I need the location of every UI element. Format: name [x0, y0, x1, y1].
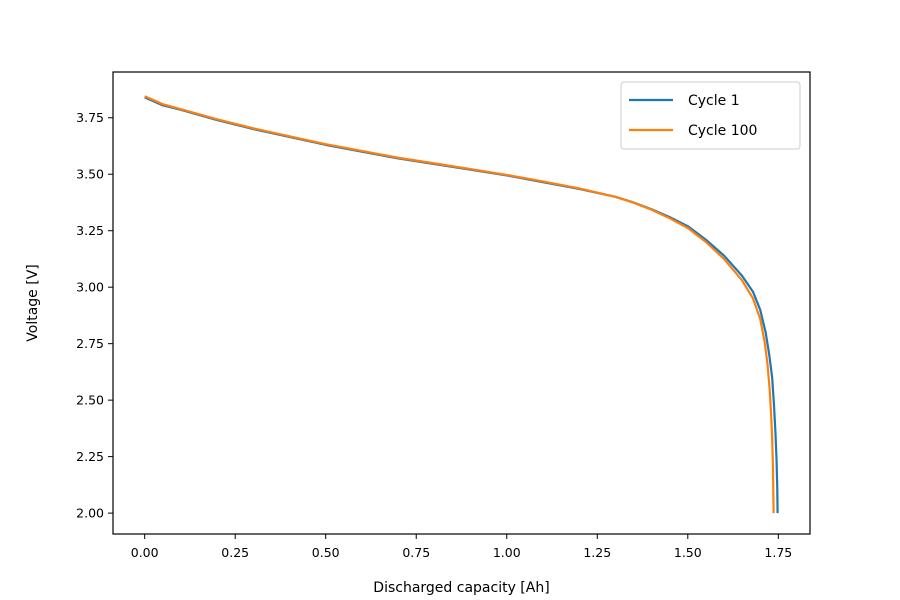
y-tick-label: 3.00 [76, 280, 104, 295]
x-tick-label: 1.25 [583, 545, 611, 560]
series-line-2 [144, 95, 775, 514]
series-line-1 [144, 96, 779, 514]
y-tick-label: 3.75 [76, 110, 104, 125]
plot-frame [112, 71, 811, 535]
x-tick-label: 1.00 [493, 545, 521, 560]
legend-label: Cycle 1 [688, 93, 740, 109]
y-tick-label: 2.00 [76, 506, 104, 521]
legend: Cycle 1 Cycle 100 [620, 81, 801, 150]
legend-label: Cycle 100 [688, 123, 757, 139]
x-tick-label: 1.75 [764, 545, 792, 560]
y-axis-ticks: 2.00 2.25 2.50 2.75 3.00 3.25 3.50 3.75 [76, 110, 113, 521]
y-tick-label: 3.50 [76, 167, 104, 182]
y-tick-label: 2.50 [76, 393, 104, 408]
x-tick-label: 0.25 [221, 545, 249, 560]
y-tick-label: 3.25 [76, 223, 104, 238]
x-axis-label: Discharged capacity [Ah] [373, 580, 549, 596]
y-tick-label: 2.75 [76, 336, 104, 351]
x-tick-label: 0.50 [312, 545, 340, 560]
x-tick-label: 0.00 [131, 545, 159, 560]
plot-lines [144, 95, 779, 514]
x-tick-label: 1.50 [674, 545, 702, 560]
legend-box [620, 81, 801, 150]
y-tick-label: 2.25 [76, 449, 104, 464]
x-tick-label: 0.75 [402, 545, 430, 560]
x-axis-ticks: 0.00 0.25 0.50 0.75 1.00 1.25 1.50 1.75 [131, 534, 792, 560]
y-axis-label: Voltage [V] [25, 264, 41, 341]
